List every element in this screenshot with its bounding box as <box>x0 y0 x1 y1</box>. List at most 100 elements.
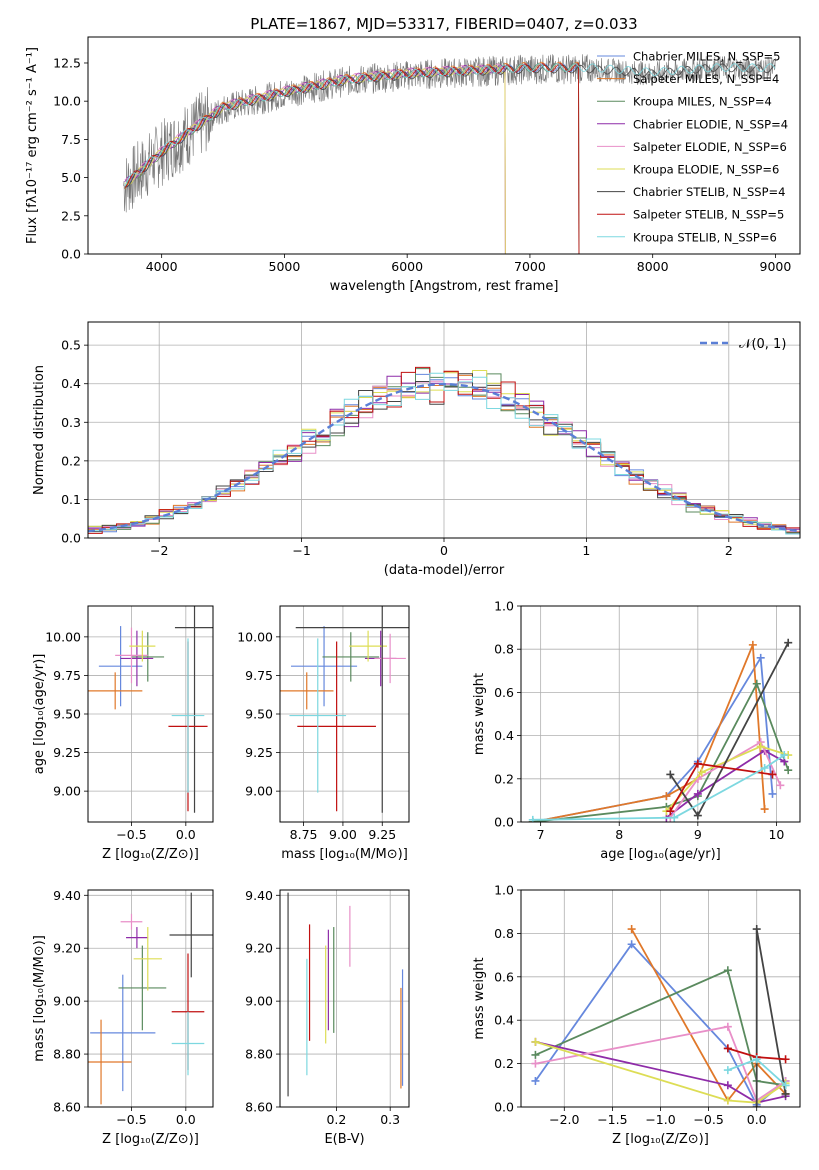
mass_vs_ebv-xtick-label: 0.2 <box>326 1112 346 1127</box>
age_vs_mass-xlabel: mass [log₁₀(M/M⊙)] <box>281 847 408 862</box>
spectrum-xtick-label: 6000 <box>391 259 423 274</box>
age_vs_Z-xlabel: Z [log₁₀(Z/Z⊙)] <box>102 847 199 862</box>
weight_vs_Z-xtick-label: −0.5 <box>693 1112 723 1127</box>
weight_vs_age-xtick-label: 10 <box>768 827 784 842</box>
weight_vs_Z-point <box>752 1055 761 1064</box>
weight_vs_age-series-line <box>532 681 790 822</box>
weight_vs_Z-xtick-label: 0.0 <box>747 1112 767 1127</box>
age_vs_mass-ytick-label: 9.25 <box>245 745 273 760</box>
weight_vs_Z-xlabel: Z [log₁₀(Z/Z⊙)] <box>612 1132 709 1147</box>
residuals-axes: −2 −1 0 1 2 0.0 0.1 0.2 0.3 0.4 0.5 (data-model)/er… <box>32 322 800 578</box>
mass_vs_Z-ytick-label: 8.80 <box>53 1047 81 1062</box>
weight_vs_age-point <box>693 759 702 768</box>
residuals-legend: 𝒩(0, 1) <box>700 337 786 352</box>
residuals-ytick-label: 0.3 <box>61 415 81 430</box>
weight_vs_Z-ytick-label: 0.8 <box>494 926 514 941</box>
weight_vs_Z-point <box>781 1081 790 1090</box>
residuals-ytick-label: 0.1 <box>61 492 81 507</box>
age_vs_mass-plot-area <box>280 606 409 813</box>
residuals-gaussian-curve <box>88 382 800 533</box>
weight_vs_Z-xtick-label: −1.5 <box>597 1112 627 1127</box>
weight_vs_age-point <box>748 640 757 649</box>
weight_vs_age-point <box>670 813 679 822</box>
spectrum-model-line <box>124 63 506 254</box>
mass_vs_ebv-xtick-label: 0.3 <box>380 1112 400 1127</box>
mass_vs_Z-ytick-label: 9.40 <box>53 888 81 903</box>
weight_vs_age-point <box>768 770 777 779</box>
age_vs_Z-errorbar <box>174 606 213 813</box>
mass_vs_Z-errorbar <box>133 927 162 991</box>
residuals-ytick-label: 0.0 <box>61 531 81 546</box>
mass_vs_Z-xtick-label: 0.0 <box>176 1112 196 1127</box>
weight_vs_age-point <box>697 768 706 777</box>
mass_vs_Z-plot-area <box>88 892 213 1105</box>
residuals-xlabel: (data-model)/error <box>384 563 505 578</box>
residuals-xtick-label: 2 <box>725 543 733 558</box>
mass_vs_ebv-ytick-label: 8.60 <box>245 1100 273 1115</box>
weight_vs_Z-series-line <box>630 928 787 1103</box>
spectrum-ytick-label: 10.0 <box>53 94 81 109</box>
spectrum-model-line <box>124 63 580 254</box>
weight_vs_age-point <box>666 807 675 816</box>
age_vs_Z-ytick-label: 9.25 <box>53 745 81 760</box>
age_vs_Z-ylabel: age [log₁₀(age/yr)] <box>32 654 47 775</box>
spectrum-model-line <box>124 61 580 254</box>
mass_vs_ebv-plot-area <box>287 892 404 1097</box>
age_vs_mass-xtick-label: 9.00 <box>329 827 357 842</box>
weight_vs_age-point <box>784 766 793 775</box>
weight_vs_Z-point <box>531 1076 540 1085</box>
mass_vs_ebv-ytick-label: 9.20 <box>245 941 273 956</box>
weight_vs_Z-series-line <box>535 1041 787 1104</box>
spectrum-xtick-label: 5000 <box>269 259 301 274</box>
residuals-xtick-label: 1 <box>582 543 590 558</box>
age_vs_Z-ytick-label: 9.00 <box>53 784 81 799</box>
age_vs_Z-plot-area <box>88 606 213 813</box>
weight_vs_age-series-line <box>665 749 785 819</box>
spectrum-xtick-label: 9000 <box>760 259 792 274</box>
spectrum-legend-label: Salpeter STELIB, N_SSP=5 <box>633 208 784 222</box>
weight_vs_age-point <box>756 742 765 751</box>
spectrum-axes: 4000 5000 6000 7000 8000 9000 0.0 2.5 5.0 7.5 10.0… <box>25 47 791 294</box>
spectrum-plot-area <box>123 54 776 254</box>
spectrum-legend-label: Chabrier MILES, N_SSP=5 <box>633 50 780 64</box>
age_vs_mass-axes: 8.75 9.00 9.25 9.00 9.25 9.50 9.75 10.00 mass [l… <box>237 606 409 862</box>
weight_vs_age-point <box>780 751 789 760</box>
mass_vs_Z-frame <box>87 889 214 1108</box>
weight_vs_Z-point <box>627 925 636 934</box>
spectrum-xtick-label: 7000 <box>514 259 546 274</box>
age_vs_mass-errorbar <box>349 630 387 662</box>
weight_vs_age-xlabel: age [log₁₀(age/yr)] <box>600 847 721 862</box>
age_vs_Z-ytick-label: 9.50 <box>53 707 81 722</box>
weight_vs_age-point <box>760 764 769 772</box>
weight_vs_age-point <box>760 805 769 814</box>
weight_vs_age-frame <box>520 605 801 823</box>
spectrum-ytick-label: 0.0 <box>61 247 81 262</box>
mass_vs_Z-errorbar <box>169 892 213 978</box>
mass_vs_Z-errorbar <box>120 913 143 930</box>
weight_vs_age-point <box>693 789 702 798</box>
spectrum-xtick-label: 8000 <box>637 259 669 274</box>
residuals-ytick-label: 0.5 <box>61 338 81 353</box>
mass_vs_Z-ytick-label: 9.00 <box>53 994 81 1009</box>
weight_vs_age-point <box>666 770 675 779</box>
weight_vs_Z-point <box>723 1081 732 1090</box>
weight_vs_Z-point <box>723 1022 732 1031</box>
residuals-frame <box>87 321 801 539</box>
mass_vs_Z-ytick-label: 9.20 <box>53 941 81 956</box>
weight_vs_age-ytick-label: 0.2 <box>494 771 514 786</box>
spectrum-xlabel: wavelength [Angstrom, rest frame] <box>330 279 559 294</box>
mass_vs_ebv-frame <box>279 889 410 1108</box>
residuals-ytick-label: 0.2 <box>61 453 81 468</box>
weight_vs_Z-point <box>781 1055 790 1064</box>
residuals-ytick-label: 0.4 <box>61 376 81 391</box>
weight_vs_age-xtick-label: 7 <box>537 827 545 842</box>
figure-title: PLATE=1867, MJD=53317, FIBERID=0407, z=0… <box>250 15 637 33</box>
weight_vs_age-ytick-label: 1.0 <box>494 599 514 614</box>
spectrum-model-line <box>124 63 776 187</box>
spectrum-model-line <box>124 63 580 254</box>
spectrum-legend-label: Chabrier ELODIE, N_SSP=4 <box>633 117 788 131</box>
mass_vs_ebv-ytick-label: 8.80 <box>245 1047 273 1062</box>
age_vs_mass-xtick-label: 8.75 <box>290 827 318 842</box>
weight_vs_age-plot-area <box>528 638 793 822</box>
weight_vs_Z-ytick-label: 0.0 <box>494 1100 514 1115</box>
